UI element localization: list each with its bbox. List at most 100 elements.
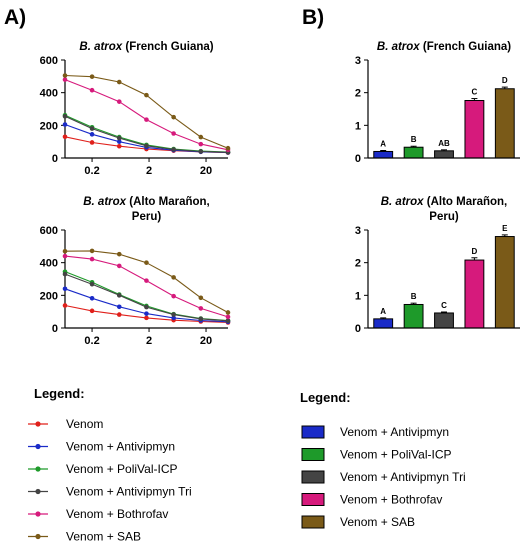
data-point-antivipmyn_tri (89, 281, 95, 287)
bar-sab (494, 88, 515, 159)
chart-title: B. atrox (French Guiana) (79, 41, 213, 53)
bar-antivipmyn_tri (434, 312, 454, 329)
y-tick-label: 600 (40, 225, 58, 237)
legend-label: Venom + SAB (340, 515, 415, 529)
data-point-sab (89, 74, 95, 79)
data-point-antivipmyn_tri (198, 149, 204, 154)
significance-label: D (472, 247, 478, 256)
y-tick-label: 400 (40, 88, 58, 100)
y-tick-label: 600 (40, 55, 58, 67)
y-tick-label: 1 (355, 120, 361, 132)
y-tick-label: 2 (355, 88, 361, 100)
legend-marker (35, 488, 41, 495)
data-point-bothrofav (198, 306, 204, 311)
data-point-antivipmyn_tri (62, 271, 68, 277)
data-point-sab (198, 295, 204, 301)
data-point-antivipmyn (171, 315, 176, 321)
data-point-antivipmyn_tri (225, 318, 231, 324)
data-point-antivipmyn (89, 132, 95, 137)
y-tick-label: 200 (40, 120, 58, 132)
data-point-antivipmyn_tri (171, 147, 176, 152)
y-tick-label: 200 (40, 290, 58, 302)
significance-label: B (411, 135, 417, 144)
x-tick-label: 0.2 (84, 335, 99, 347)
data-point-antivipmyn (62, 122, 68, 127)
bar-chart-alto-maranon: B. atrox (Alto Marañon, Peru) A B C D E 0 1 2 3 (355, 196, 520, 335)
chart-title: B. atrox (French Guiana) (377, 41, 511, 53)
data-point-sab (89, 248, 95, 254)
legend-line-chart: Legend: Venom Venom + Antivipmyn Venom + P… (28, 386, 192, 544)
significance-label: A (380, 139, 386, 148)
legend-label: Venom + SAB (66, 530, 141, 544)
data-point-antivipmyn_tri (116, 135, 122, 141)
data-point-antivipmyn (116, 139, 122, 144)
data-point-sab (144, 92, 149, 98)
significance-label: E (502, 224, 508, 233)
data-point-bothrofav (62, 77, 68, 82)
legend-bar-swatch (301, 515, 325, 529)
data-point-bothrofav (62, 253, 68, 259)
chart-title-location: (Alto Marañon, (424, 196, 508, 208)
x-tick-label: 2 (146, 335, 152, 347)
data-point-venom (62, 134, 68, 140)
significance-label: AB (438, 139, 450, 148)
legend-label: Venom (66, 417, 103, 431)
data-point-venom (89, 308, 95, 314)
legend-marker (35, 466, 41, 472)
legend-label: Venom + Bothrofav (340, 493, 442, 507)
bar-bothrofav (464, 259, 485, 329)
data-point-bothrofav (89, 256, 95, 262)
data-point-antivipmyn (144, 311, 149, 316)
chart-title-species: B. atrox (377, 41, 420, 53)
y-tick-label: 0 (355, 323, 361, 335)
significance-label: B (411, 292, 417, 301)
legend-bar-swatch (301, 470, 325, 484)
significance-label: C (472, 88, 478, 97)
legend-marker (35, 421, 41, 427)
legend-line-title: Legend: (34, 386, 85, 401)
data-point-venom (62, 303, 68, 308)
x-tick-label: 0.2 (84, 165, 99, 177)
legend-label: Venom + PoliVal-ICP (66, 462, 178, 476)
panel-b-label: B) (302, 6, 324, 29)
chart-title-location: (French Guiana) (420, 41, 512, 53)
data-point-bothrofav (116, 263, 122, 269)
data-point-bothrofav (144, 278, 149, 283)
data-point-antivipmyn (62, 286, 68, 292)
data-point-antivipmyn_tri (116, 293, 122, 298)
y-tick-label: 0 (52, 153, 58, 165)
data-point-antivipmyn_tri (144, 143, 149, 149)
data-point-sab (198, 134, 204, 140)
data-point-antivipmyn_tri (89, 126, 95, 131)
chart-title-line2: Peru) (429, 211, 459, 223)
data-point-sab (225, 145, 231, 151)
data-point-sab (62, 248, 68, 254)
legend-bar-swatch (301, 493, 325, 506)
y-tick-label: 400 (40, 258, 58, 270)
data-point-venom (116, 143, 122, 149)
legend-bar-swatch (301, 448, 325, 461)
bar-antivipmyn (373, 150, 394, 159)
data-point-venom (144, 315, 149, 321)
y-tick-label: 1 (355, 290, 361, 302)
data-point-venom (116, 312, 122, 317)
bar-polival (403, 146, 424, 159)
data-point-bothrofav (225, 314, 231, 320)
data-point-antivipmyn (89, 295, 95, 301)
legend-label: Venom + PoliVal-ICP (340, 448, 452, 462)
data-point-sab (144, 260, 149, 265)
data-point-antivipmyn_tri (62, 114, 68, 119)
x-tick-label: 20 (200, 335, 212, 347)
significance-label: C (441, 301, 447, 310)
data-point-bothrofav (144, 117, 149, 122)
data-point-sab (225, 310, 231, 315)
significance-label: D (502, 76, 508, 85)
data-point-sab (116, 79, 122, 85)
y-tick-label: 2 (355, 258, 361, 270)
chart-title: B. atrox (Alto Marañon, (381, 196, 508, 208)
line-chart-french-guiana: B. atrox (French Guiana) 0 200 400 600 0.2 2 20 (40, 41, 231, 177)
chart-title-line2: Peru) (132, 211, 162, 223)
bar-antivipmyn_tri (434, 150, 454, 159)
